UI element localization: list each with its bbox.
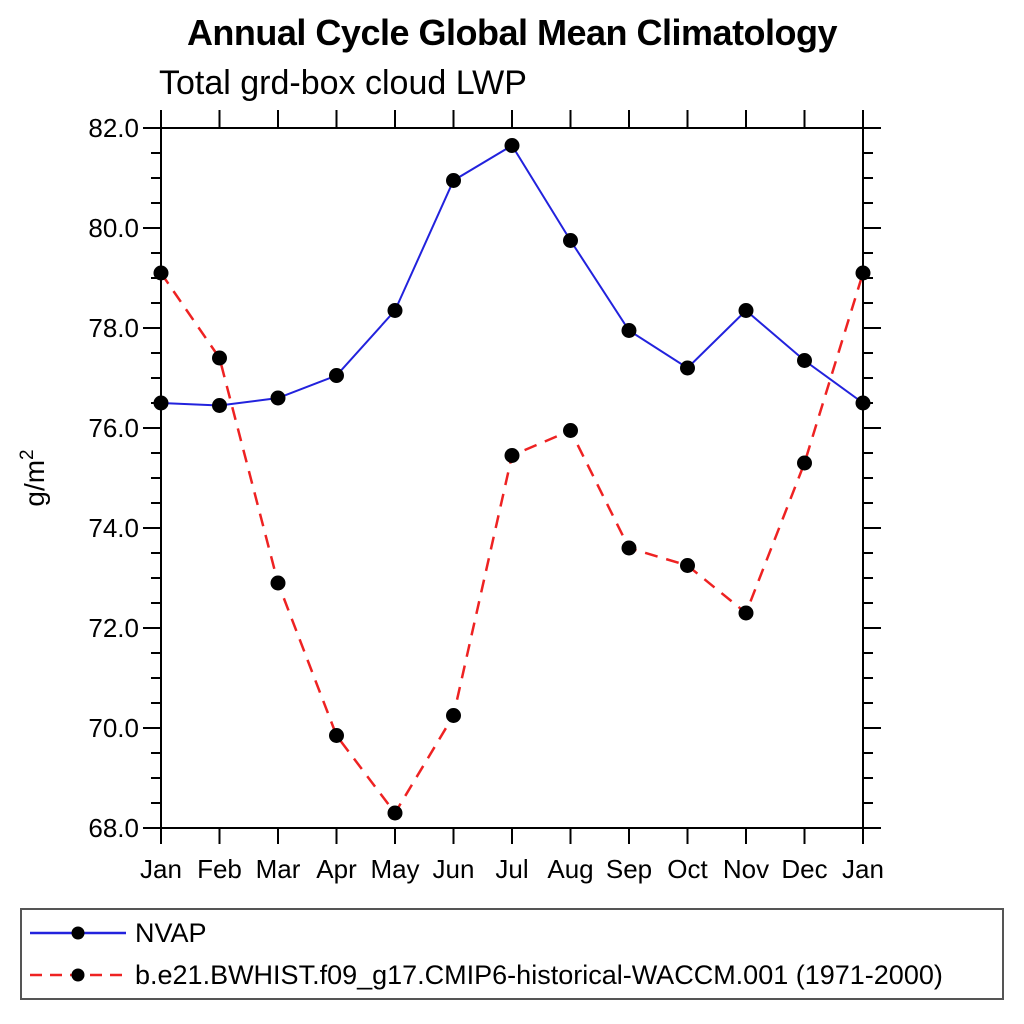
data-point-marker xyxy=(387,303,403,318)
legend-marker xyxy=(71,968,85,982)
model-line-sample-icon xyxy=(30,968,126,982)
legend-label-nvap: NVAP xyxy=(135,917,207,948)
y-tick-label: 74.0 xyxy=(88,513,139,543)
data-point-marker xyxy=(680,558,695,573)
data-point-marker xyxy=(446,173,461,188)
x-tick-label: Aug xyxy=(547,854,593,884)
y-tick-label: 82.0 xyxy=(88,113,139,143)
data-point-marker xyxy=(329,368,344,383)
data-point-marker xyxy=(504,448,520,463)
data-point-marker xyxy=(855,265,871,281)
y-tick-label: 72.0 xyxy=(88,613,139,643)
x-tick-label: Nov xyxy=(723,854,769,884)
x-tick-label: Jul xyxy=(495,854,528,884)
data-point-marker xyxy=(563,233,578,248)
chart-title: Annual Cycle Global Mean Climatology xyxy=(186,12,838,53)
data-point-marker xyxy=(855,395,871,411)
data-point-marker xyxy=(797,353,812,368)
data-point-marker xyxy=(153,265,169,281)
y-tick-label: 68.0 xyxy=(88,813,139,843)
chart-plot-area: 68.0 70.0 72.0 74.0 76.0 78.0 80.0 82.0 Jan Feb Ma… xyxy=(17,110,884,884)
x-tick-label: Jan xyxy=(842,854,884,884)
data-point-marker xyxy=(212,350,227,366)
legend-marker xyxy=(71,926,85,940)
x-tick-label: Mar xyxy=(256,854,301,884)
data-point-marker xyxy=(212,398,227,413)
data-point-marker xyxy=(621,323,637,338)
legend-label-model: b.e21.BWHIST.f09_g17.CMIP6-historical-WA… xyxy=(135,959,943,990)
data-point-marker xyxy=(797,455,812,471)
data-point-marker xyxy=(270,575,286,591)
y-tick-label: 76.0 xyxy=(88,413,139,443)
data-point-marker xyxy=(504,138,520,153)
series-line xyxy=(159,272,865,816)
series-line xyxy=(160,144,864,407)
data-point-marker xyxy=(680,360,695,376)
data-point-marker xyxy=(738,303,754,318)
data-point-marker xyxy=(387,805,403,821)
data-point-marker xyxy=(153,395,169,411)
data-point-marker xyxy=(738,605,754,621)
y-tick-label: 70.0 xyxy=(88,713,139,743)
legend: NVAP b.e21.BWHIST.f09_g17.CMIP6-historic… xyxy=(20,908,1004,1000)
data-point-marker xyxy=(621,540,637,556)
y-axis-label: g/m2 xyxy=(17,449,50,506)
x-tick-label: Jun xyxy=(433,854,475,884)
legend-entry-nvap: NVAP xyxy=(28,918,207,948)
x-tick-label: Oct xyxy=(667,854,708,884)
data-point-marker xyxy=(563,423,578,438)
nvap-line-sample-icon xyxy=(30,926,126,940)
x-tick-label: Dec xyxy=(781,854,827,884)
x-tick-label: Sep xyxy=(606,854,652,884)
y-tick-label: 78.0 xyxy=(88,313,139,343)
y-tick-label: 80.0 xyxy=(88,213,139,243)
data-point-marker xyxy=(329,728,344,743)
plot-frame xyxy=(160,127,864,829)
x-tick-label: Feb xyxy=(197,854,242,884)
x-tick-label: May xyxy=(370,854,419,884)
legend-entry-model: b.e21.BWHIST.f09_g17.CMIP6-historical-WA… xyxy=(28,960,943,990)
data-point-marker xyxy=(446,708,461,723)
x-tick-label: Apr xyxy=(316,854,357,884)
chart-subtitle: Total grd-box cloud LWP xyxy=(159,64,527,102)
x-tick-label: Jan xyxy=(140,854,182,884)
data-point-marker xyxy=(270,390,286,406)
